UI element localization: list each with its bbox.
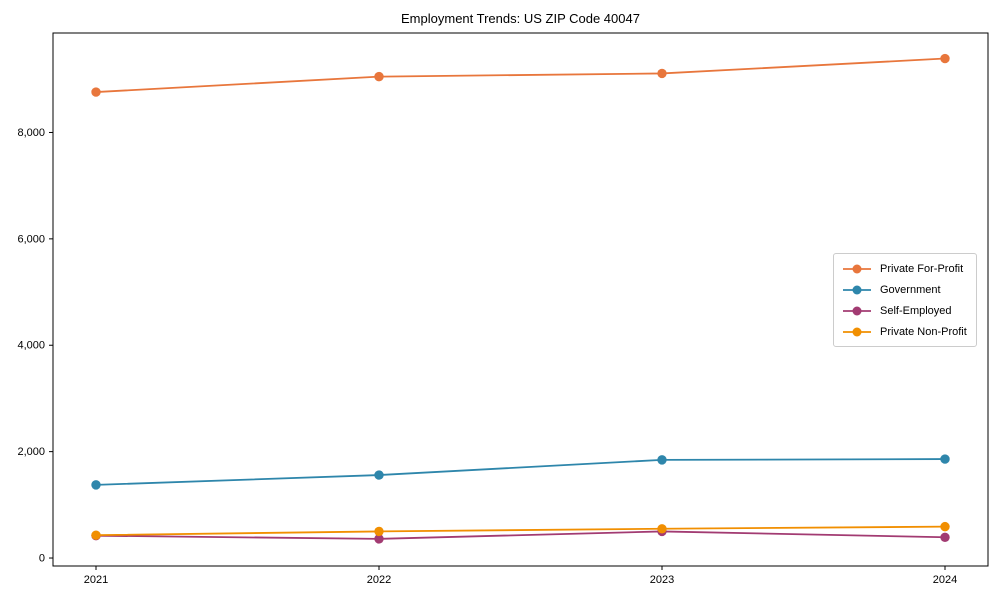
legend-item-government: Government (842, 279, 967, 300)
point-self-employed-2024 (940, 532, 950, 542)
point-government-2022 (374, 470, 384, 480)
x-tick-label: 2022 (367, 574, 391, 586)
y-tick-label: 0 (39, 553, 45, 565)
legend-item-self-employed: Self-Employed (842, 300, 967, 321)
line-private-non-profit (95, 525, 946, 537)
point-private-non-profit-2023 (657, 524, 667, 534)
legend-marker-icon (843, 306, 871, 315)
point-government-2024 (940, 454, 950, 464)
legend: Private For-Profit Government Self-Employe… (833, 253, 977, 347)
legend-item-private-non-profit: Private Non-Profit (842, 321, 967, 342)
legend-marker-icon (843, 285, 871, 294)
point-private-non-profit-2022 (374, 526, 384, 537)
line-self-employed (95, 530, 946, 540)
line-government (95, 458, 946, 486)
point-government-2021 (91, 480, 101, 490)
legend-label: Private Non-Profit (880, 325, 967, 338)
x-tick-label: 2021 (84, 574, 108, 586)
y-tick-label: 6,000 (17, 233, 45, 245)
point-private-for-profit-2022 (374, 71, 384, 82)
plot-border (52, 32, 989, 567)
point-private-for-profit-2021 (91, 87, 101, 97)
chart-title: Employment Trends: US ZIP Code 40047 (401, 11, 640, 26)
legend-item-private-for-profit: Private For-Profit (842, 258, 967, 279)
legend-marker-icon (843, 264, 871, 273)
x-tick-label: 2023 (650, 574, 674, 586)
legend-marker-icon (843, 327, 871, 336)
y-tick-label: 2,000 (17, 446, 45, 458)
y-tick-label: 4,000 (17, 340, 45, 352)
x-tick-label: 2024 (933, 574, 957, 586)
legend-label: Self-Employed (880, 304, 952, 317)
y-tick-label: 8,000 (17, 127, 45, 139)
point-private-non-profit-2024 (940, 521, 950, 532)
line-private-for-profit (95, 57, 946, 93)
legend-label: Private For-Profit (880, 262, 964, 275)
point-government-2023 (657, 455, 667, 465)
point-private-for-profit-2024 (940, 53, 950, 64)
point-self-employed-2022 (374, 534, 384, 544)
point-private-for-profit-2023 (657, 68, 667, 79)
point-private-non-profit-2021 (91, 530, 101, 540)
legend-label: Government (880, 283, 941, 296)
